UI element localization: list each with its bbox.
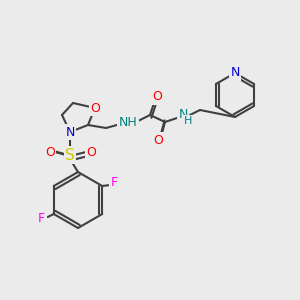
Text: N: N <box>178 107 188 121</box>
Text: F: F <box>111 176 118 190</box>
Text: O: O <box>45 146 55 158</box>
Text: S: S <box>65 148 75 163</box>
Text: O: O <box>152 91 162 103</box>
Text: N: N <box>65 125 75 139</box>
Text: NH: NH <box>118 116 137 128</box>
Text: O: O <box>86 146 96 158</box>
Text: N: N <box>230 67 240 80</box>
Text: F: F <box>38 212 45 226</box>
Text: O: O <box>90 101 100 115</box>
Text: O: O <box>153 134 163 146</box>
Text: H: H <box>184 116 192 126</box>
